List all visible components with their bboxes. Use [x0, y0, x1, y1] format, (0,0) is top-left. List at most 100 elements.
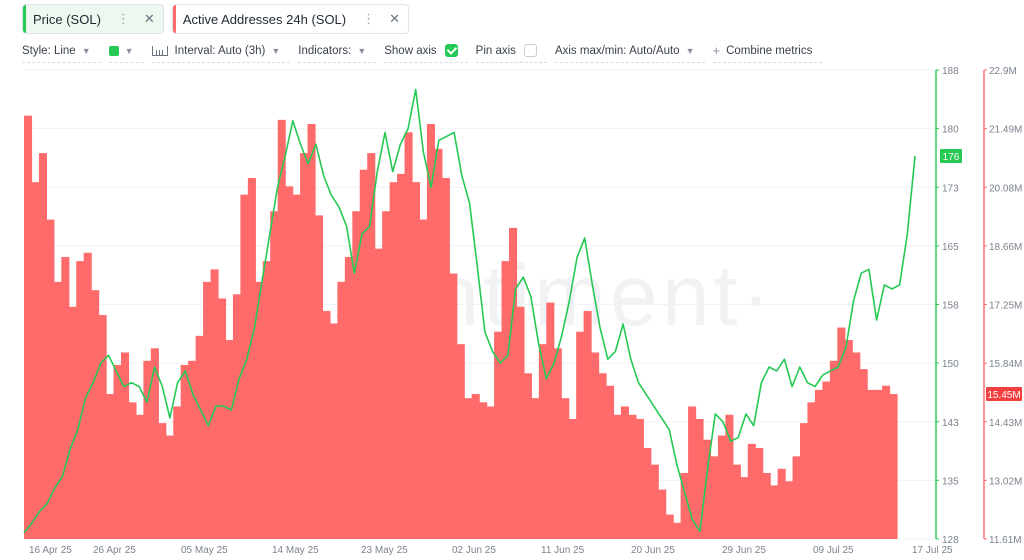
active-addresses-bar [822, 381, 831, 539]
show-axis-toggle[interactable]: Show axis [384, 40, 468, 63]
active-addresses-bar [322, 310, 331, 539]
active-tick-label: 21.49M [989, 125, 1022, 136]
x-tick-label: 20 Jun 25 [631, 545, 675, 556]
more-options-icon[interactable]: ⋮ [362, 11, 376, 26]
close-icon[interactable]: ✕ [143, 11, 155, 26]
style-dropdown[interactable]: Style: Line ▼ [22, 40, 101, 63]
price-tick-label: 150 [942, 359, 959, 370]
active-tick-label: 18.66M [989, 242, 1022, 253]
active-addresses-bar [232, 294, 241, 539]
tab-label: Active Addresses 24h (SOL) [182, 11, 347, 27]
active-addresses-bar [755, 448, 764, 539]
active-addresses-bar [31, 182, 40, 539]
x-tick-label: 23 May 25 [361, 545, 408, 556]
active-addresses-bar [188, 360, 197, 539]
pin-axis-toggle[interactable]: Pin axis [475, 40, 547, 63]
active-addresses-bar [367, 153, 376, 539]
active-addresses-bar [762, 472, 771, 539]
active-addresses-bar [740, 477, 749, 539]
active-addresses-bar [732, 464, 741, 539]
active-tick-label: 17.25M [989, 301, 1022, 312]
active-addresses-bar [829, 360, 838, 539]
active-addresses-bar [464, 398, 473, 539]
indicators-dropdown[interactable]: Indicators: ▼ [298, 40, 377, 63]
active-tick-label: 14.43M [989, 418, 1022, 429]
active-tick-label: 13.02M [989, 476, 1022, 487]
active-addresses-bar [210, 269, 219, 539]
active-addresses-bar [695, 418, 704, 539]
active-last-value-label: 15.45M [987, 390, 1020, 401]
active-addresses-bar [501, 261, 510, 539]
active-addresses-bar [404, 132, 413, 539]
active-addresses-bar [38, 153, 47, 539]
active-addresses-bar [665, 514, 674, 539]
tab-price-sol[interactable]: Price (SOL) ⋮ ✕ [22, 4, 164, 34]
x-tick-label: 11 Jun 25 [541, 545, 585, 556]
active-addresses-bar [374, 248, 383, 539]
active-addresses-bar [76, 261, 85, 539]
close-icon[interactable]: ✕ [389, 11, 401, 26]
active-addresses-bar [874, 389, 883, 539]
active-addresses-bar [359, 169, 368, 539]
ruler-icon [151, 45, 168, 56]
active-addresses-bar [546, 302, 555, 539]
tab-color-bar [23, 5, 26, 33]
active-addresses-bar [583, 310, 592, 539]
x-tick-label: 26 Apr 25 [93, 545, 136, 556]
interval-dropdown[interactable]: Interval: Auto (3h) ▼ [151, 40, 291, 63]
pin-axis-checkbox[interactable] [523, 44, 537, 57]
active-addresses-bar [456, 344, 465, 539]
active-addresses-bar [352, 211, 361, 540]
active-addresses-bar [867, 389, 876, 539]
active-addresses-bar [553, 348, 562, 539]
active-addresses-bar [91, 290, 100, 539]
show-axis-label: Show axis [384, 44, 437, 57]
price-tick-label: 188 [942, 66, 959, 77]
active-addresses-bar [46, 219, 55, 540]
tab-color-bar [172, 5, 176, 33]
active-addresses-bar [471, 394, 480, 539]
show-axis-checkbox[interactable] [444, 44, 458, 57]
style-label: Style: Line [22, 44, 76, 57]
active-addresses-bar [650, 464, 659, 539]
active-addresses-bar [83, 252, 92, 539]
active-addresses-bar [785, 481, 794, 539]
x-tick-label: 16 Apr 25 [29, 545, 72, 556]
more-options-icon[interactable]: ⋮ [116, 11, 130, 26]
active-addresses-bar [852, 352, 861, 539]
active-addresses-bar [449, 273, 458, 539]
price-last-value-badge [940, 148, 962, 163]
active-addresses-bar [195, 335, 204, 539]
combine-metrics-button[interactable]: + Combine metrics [712, 40, 823, 63]
active-addresses-bar [747, 443, 756, 539]
active-addresses-bar [68, 306, 77, 539]
active-addresses-bar [688, 406, 697, 539]
active-tick-label: 11.61M [989, 535, 1022, 546]
active-addresses-bar [337, 281, 346, 539]
chevron-down-icon: ▼ [685, 45, 695, 56]
active-addresses-bar [777, 468, 786, 539]
active-addresses-bar [158, 423, 167, 539]
active-addresses-bar [725, 414, 734, 539]
active-addresses-bar [703, 439, 712, 539]
price-line-layer [23, 88, 916, 534]
active-addresses-bar [419, 219, 428, 540]
active-addresses-bar [344, 256, 353, 539]
active-addresses-bar [143, 360, 152, 539]
active-addresses-bar [173, 406, 182, 539]
active-addresses-bar [561, 398, 570, 539]
active-addresses-bar [24, 115, 33, 539]
active-addresses-bar [441, 178, 450, 539]
tab-active-addresses[interactable]: Active Addresses 24h (SOL) ⋮ ✕ [171, 4, 410, 34]
active-addresses-bar [792, 456, 801, 539]
active-addresses-bar [882, 385, 891, 539]
active-addresses-bar [523, 373, 532, 539]
active-addresses-bar [800, 423, 809, 539]
price-tick-label: 135 [942, 476, 959, 487]
axis-maxmin-dropdown[interactable]: Axis max/min: Auto/Auto ▼ [554, 40, 705, 63]
x-tick-label: 02 Jun 25 [452, 545, 496, 556]
active-addresses-bar [397, 173, 406, 539]
color-picker[interactable]: ▼ [108, 40, 144, 63]
active-addresses-bar [598, 373, 607, 539]
